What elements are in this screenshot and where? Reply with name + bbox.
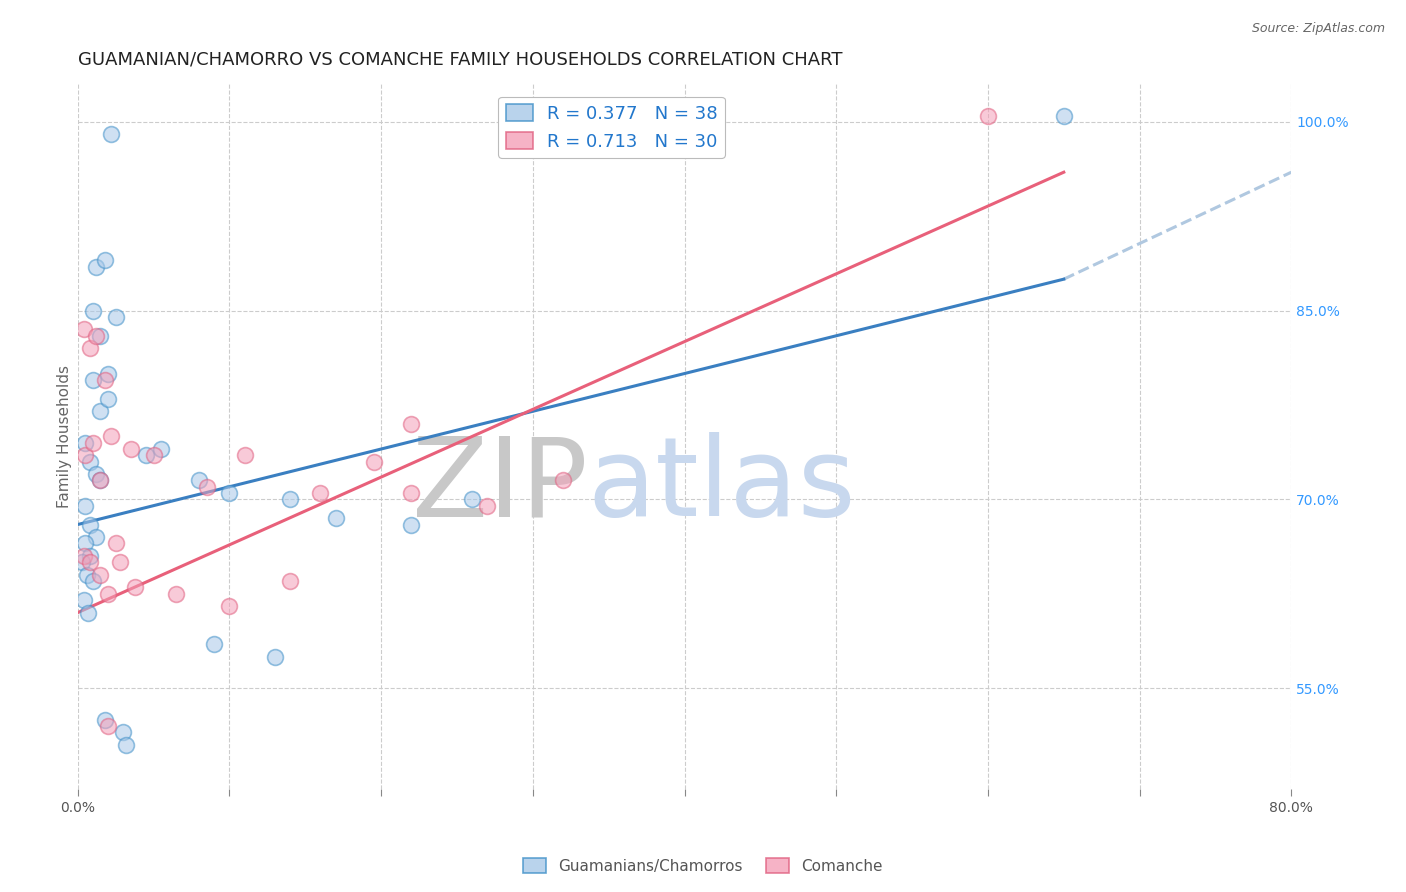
Point	[73, 549, 96, 563]
Point	[79, 517, 101, 532]
Text: ZIP: ZIP	[412, 433, 588, 540]
Point	[401, 417, 423, 431]
Point	[84, 530, 107, 544]
Point	[77, 606, 100, 620]
Point	[115, 738, 138, 752]
Point	[363, 454, 385, 468]
Point	[75, 448, 97, 462]
Point	[461, 492, 484, 507]
Point	[553, 474, 575, 488]
Point	[94, 713, 117, 727]
Point	[89, 567, 111, 582]
Text: Source: ZipAtlas.com: Source: ZipAtlas.com	[1251, 22, 1385, 36]
Point	[73, 322, 96, 336]
Point	[84, 467, 107, 482]
Point	[104, 536, 127, 550]
Point	[97, 719, 120, 733]
Point	[94, 253, 117, 268]
Point	[264, 649, 287, 664]
Point	[188, 474, 211, 488]
Point	[75, 499, 97, 513]
Point	[73, 593, 96, 607]
Point	[79, 342, 101, 356]
Point	[325, 511, 347, 525]
Y-axis label: Family Households: Family Households	[58, 365, 72, 508]
Legend: Guamanians/Chamorros, Comanche: Guamanians/Chamorros, Comanche	[517, 852, 889, 880]
Point	[89, 474, 111, 488]
Point	[401, 486, 423, 500]
Point	[97, 367, 120, 381]
Point	[89, 328, 111, 343]
Point	[135, 448, 157, 462]
Point	[97, 587, 120, 601]
Text: GUAMANIAN/CHAMORRO VS COMANCHE FAMILY HOUSEHOLDS CORRELATION CHART: GUAMANIAN/CHAMORRO VS COMANCHE FAMILY HO…	[77, 51, 842, 69]
Point	[124, 581, 146, 595]
Point	[82, 303, 104, 318]
Point	[100, 429, 122, 443]
Point	[72, 555, 94, 569]
Point	[108, 555, 131, 569]
Legend: R = 0.377   N = 38, R = 0.713   N = 30: R = 0.377 N = 38, R = 0.713 N = 30	[498, 96, 725, 158]
Point	[309, 486, 332, 500]
Point	[278, 492, 301, 507]
Point	[75, 435, 97, 450]
Point	[233, 448, 256, 462]
Point	[218, 599, 240, 614]
Point	[79, 549, 101, 563]
Point	[82, 574, 104, 589]
Point	[82, 435, 104, 450]
Point	[84, 260, 107, 274]
Point	[120, 442, 142, 456]
Point	[977, 109, 1000, 123]
Point	[94, 373, 117, 387]
Point	[195, 480, 218, 494]
Point	[278, 574, 301, 589]
Point	[112, 725, 135, 739]
Point	[202, 637, 225, 651]
Point	[104, 310, 127, 324]
Point	[82, 373, 104, 387]
Point	[1053, 109, 1076, 123]
Text: atlas: atlas	[588, 433, 856, 540]
Point	[97, 392, 120, 406]
Point	[100, 128, 122, 142]
Point	[477, 499, 499, 513]
Point	[165, 587, 187, 601]
Point	[89, 474, 111, 488]
Point	[218, 486, 240, 500]
Point	[75, 536, 97, 550]
Point	[401, 517, 423, 532]
Point	[79, 454, 101, 468]
Point	[89, 404, 111, 418]
Point	[79, 555, 101, 569]
Point	[84, 328, 107, 343]
Point	[76, 567, 98, 582]
Point	[142, 448, 165, 462]
Point	[150, 442, 173, 456]
